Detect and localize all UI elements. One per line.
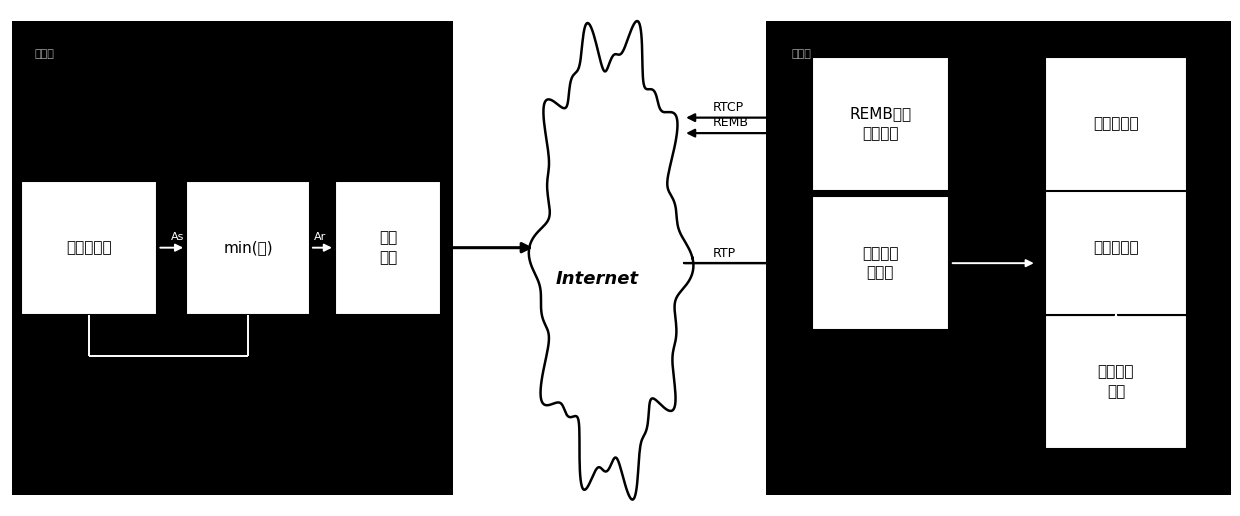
Text: 发送
模块: 发送 模块	[379, 230, 397, 265]
FancyBboxPatch shape	[1044, 181, 1188, 315]
Text: 到达时间
滤波器: 到达时间 滤波器	[862, 246, 899, 281]
Text: RTCP: RTCP	[713, 101, 744, 114]
FancyBboxPatch shape	[812, 196, 949, 330]
FancyBboxPatch shape	[335, 181, 441, 315]
FancyBboxPatch shape	[1044, 315, 1188, 449]
Text: 过载检测器: 过载检测器	[1094, 240, 1138, 255]
Text: 远端状态
单元: 远端状态 单元	[1097, 364, 1135, 399]
Text: 速率控制器: 速率控制器	[1094, 116, 1138, 132]
FancyBboxPatch shape	[1044, 57, 1188, 191]
FancyBboxPatch shape	[766, 21, 1231, 495]
FancyBboxPatch shape	[186, 181, 310, 315]
Text: RTP: RTP	[713, 247, 737, 260]
FancyBboxPatch shape	[21, 181, 157, 315]
FancyBboxPatch shape	[12, 21, 453, 495]
Text: 速率控制器: 速率控制器	[67, 240, 112, 255]
Text: As: As	[171, 232, 184, 243]
FancyBboxPatch shape	[812, 57, 949, 191]
Text: Ar: Ar	[314, 232, 326, 243]
Text: Internet: Internet	[556, 270, 640, 287]
Text: REMB: REMB	[713, 116, 749, 129]
Text: REMB反馈
发送模块: REMB反馈 发送模块	[849, 106, 911, 141]
Text: 发送端: 发送端	[35, 49, 55, 59]
Polygon shape	[528, 21, 693, 499]
Text: min(，): min(，)	[223, 240, 273, 255]
Text: 接收端: 接收端	[791, 49, 811, 59]
